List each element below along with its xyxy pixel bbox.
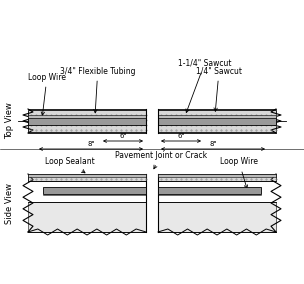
Bar xyxy=(28,110,146,132)
Text: Pavement Joint or Crack: Pavement Joint or Crack xyxy=(115,151,207,169)
Bar xyxy=(158,174,276,181)
Text: Side View: Side View xyxy=(5,183,15,224)
Bar xyxy=(158,187,261,194)
Text: 6": 6" xyxy=(177,133,185,139)
Text: 6": 6" xyxy=(119,133,127,139)
Bar xyxy=(158,115,276,118)
Text: 3/4" Flexible Tubing: 3/4" Flexible Tubing xyxy=(60,66,136,113)
Text: 1-1/4" Sawcut: 1-1/4" Sawcut xyxy=(178,59,232,112)
Text: Loop Sealant: Loop Sealant xyxy=(45,158,95,173)
Bar xyxy=(158,118,276,124)
Bar xyxy=(28,115,146,118)
Bar xyxy=(43,187,146,194)
Bar xyxy=(158,174,276,177)
Text: 8": 8" xyxy=(87,141,95,147)
Bar xyxy=(158,202,276,232)
Bar xyxy=(28,174,146,177)
Text: Loop Wire: Loop Wire xyxy=(220,158,258,189)
Text: 8": 8" xyxy=(209,141,217,147)
Bar xyxy=(158,110,276,132)
Text: 1/4" Sawcut: 1/4" Sawcut xyxy=(196,66,242,111)
Bar xyxy=(28,118,146,124)
Text: Loop Wire: Loop Wire xyxy=(28,72,66,115)
Bar xyxy=(28,174,146,181)
Bar xyxy=(28,202,146,232)
Text: Top View: Top View xyxy=(5,103,15,139)
